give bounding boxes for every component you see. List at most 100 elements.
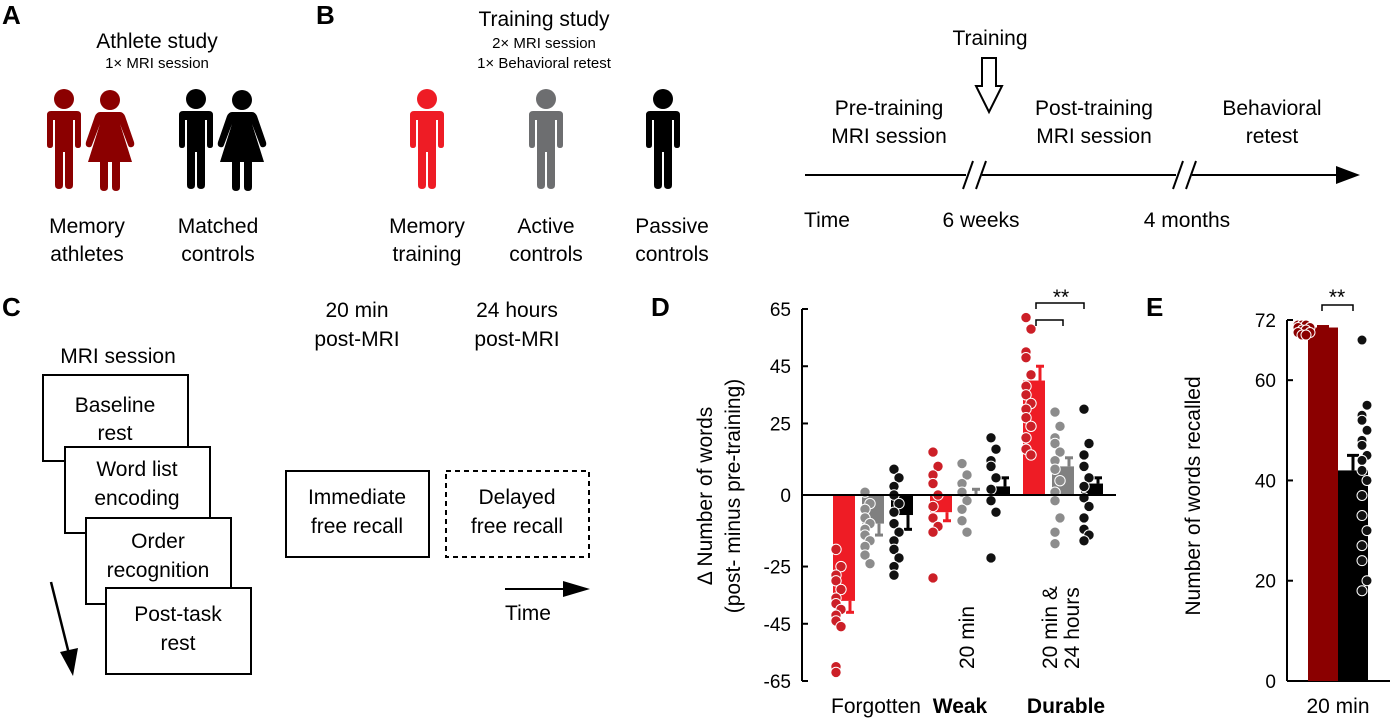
group-label-matched-1: Matched xyxy=(178,215,259,238)
chart-d: 65 45 25 0 -25 -45 -65 Forgotten Weak Durable 20 m… xyxy=(764,286,1116,718)
recall-time-label: Time xyxy=(505,602,551,625)
d-data-point xyxy=(1020,432,1032,444)
athlete-study-title: Athlete study xyxy=(96,30,218,53)
d-data-point xyxy=(1078,480,1090,493)
e-data-point xyxy=(1361,575,1373,587)
passive-control-person-icon xyxy=(646,89,680,189)
panel-letter-d: D xyxy=(651,292,670,322)
d-data-point xyxy=(1083,437,1095,450)
phase-pre-line1: Pre-training xyxy=(835,97,944,120)
d-data-point xyxy=(888,517,900,530)
d-y-tick-label: -45 xyxy=(764,615,791,636)
d-data-point xyxy=(888,506,900,518)
d-data-point xyxy=(1049,537,1061,550)
group-label-athletes-2: athletes xyxy=(50,243,124,266)
control-man-icon xyxy=(179,89,213,189)
timeline-4-months-label: 4 months xyxy=(1144,209,1230,232)
d-data-point xyxy=(893,552,905,564)
d-category-note: 20 min xyxy=(956,606,979,669)
panel-b: B Training study 2× MRI session 1× Behav… xyxy=(316,0,1360,266)
d-category-label: Forgotten xyxy=(831,695,921,718)
mri-session-title: MRI session xyxy=(60,345,176,368)
d-data-point xyxy=(985,495,997,507)
d-data-point xyxy=(956,515,968,527)
e-bar xyxy=(1308,327,1338,681)
panel-letter-b: B xyxy=(316,0,335,30)
d-data-point xyxy=(927,526,939,538)
phase-post-line1: Post-training xyxy=(1035,97,1153,120)
d-significance-bracket xyxy=(1035,302,1085,309)
recall-immediate-time1: 20 min xyxy=(325,299,388,322)
d-data-point xyxy=(1020,412,1032,424)
e-bar xyxy=(1338,470,1368,681)
d-data-point xyxy=(961,469,973,481)
d-data-point xyxy=(1078,460,1090,473)
training-study-subtitle-1: 2× MRI session xyxy=(492,35,596,52)
d-data-point xyxy=(1083,472,1095,484)
d-data-point xyxy=(956,457,968,470)
e-y-tick-label: 20 xyxy=(1255,572,1276,593)
d-data-point xyxy=(985,552,997,564)
d-data-point xyxy=(864,557,876,570)
d-data-point xyxy=(888,569,900,581)
recall-delayed-time2: post-MRI xyxy=(474,328,559,351)
panel-letter-c: C xyxy=(2,292,21,322)
d-data-point xyxy=(1054,446,1066,458)
panel-c: C MRI session Baseline rest Word list en… xyxy=(2,292,590,676)
group-label-matched-2: controls xyxy=(181,243,255,266)
e-data-point xyxy=(1356,489,1368,501)
recall-immediate-line2: free recall xyxy=(311,515,403,538)
card-posttask-line2: rest xyxy=(160,632,195,655)
d-data-point xyxy=(1083,500,1095,513)
e-category-label: 20 min xyxy=(1306,695,1369,718)
chart-e: 72 60 40 20 0 ** 20 min xyxy=(1255,286,1390,718)
timeline-time-label: Time xyxy=(804,209,850,232)
d-data-point xyxy=(1049,495,1061,507)
memory-training-person-icon xyxy=(410,89,444,189)
e-significance-label: ** xyxy=(1329,286,1345,309)
d-data-point xyxy=(927,446,939,458)
d-data-point xyxy=(1078,403,1090,415)
e-data-point xyxy=(1356,454,1368,466)
recall-delayed-line2: free recall xyxy=(471,515,563,538)
d-data-point xyxy=(985,432,997,444)
d-data-point xyxy=(990,506,1002,518)
training-arrow-icon xyxy=(974,57,1004,115)
d-data-point xyxy=(956,503,968,516)
d-data-point xyxy=(961,526,973,538)
d-data-point xyxy=(932,460,944,473)
card-encoding-line2: encoding xyxy=(94,487,179,510)
d-data-point xyxy=(859,549,871,561)
d-ylabel-line2: (post- minus pre-training) xyxy=(722,379,745,614)
d-data-point xyxy=(1049,437,1061,450)
group-label-athletes-1: Memory xyxy=(49,215,125,238)
d-significance-bracket xyxy=(1035,319,1064,326)
phase-retest-line1: Behavioral xyxy=(1222,97,1321,120)
immediate-recall-box xyxy=(285,470,430,558)
active-control-person-icon xyxy=(529,89,563,189)
e-data-point xyxy=(1356,439,1368,451)
d-data-point xyxy=(1049,406,1061,418)
d-y-tick-label: 45 xyxy=(770,357,791,378)
training-study-title: Training study xyxy=(478,8,610,31)
panel-letter-a: A xyxy=(2,0,21,30)
d-data-point xyxy=(1054,512,1066,524)
d-data-point xyxy=(1054,420,1066,433)
d-data-point xyxy=(985,460,997,473)
d-data-point xyxy=(893,497,905,510)
d-data-point xyxy=(927,512,939,524)
card-encoding-line1: Word list xyxy=(96,458,177,481)
d-data-point xyxy=(990,443,1002,455)
phase-retest-line2: retest xyxy=(1246,125,1299,148)
card-baseline-line2: rest xyxy=(97,422,132,445)
d-data-point xyxy=(1025,323,1037,335)
time-arrow xyxy=(505,581,590,597)
d-data-point xyxy=(835,560,847,573)
d-data-point xyxy=(1025,369,1037,381)
e-data-point xyxy=(1356,585,1368,597)
d-data-point xyxy=(1020,389,1032,401)
e-data-point xyxy=(1356,414,1368,426)
d-data-point xyxy=(927,500,939,513)
e-data-point xyxy=(1361,525,1373,537)
